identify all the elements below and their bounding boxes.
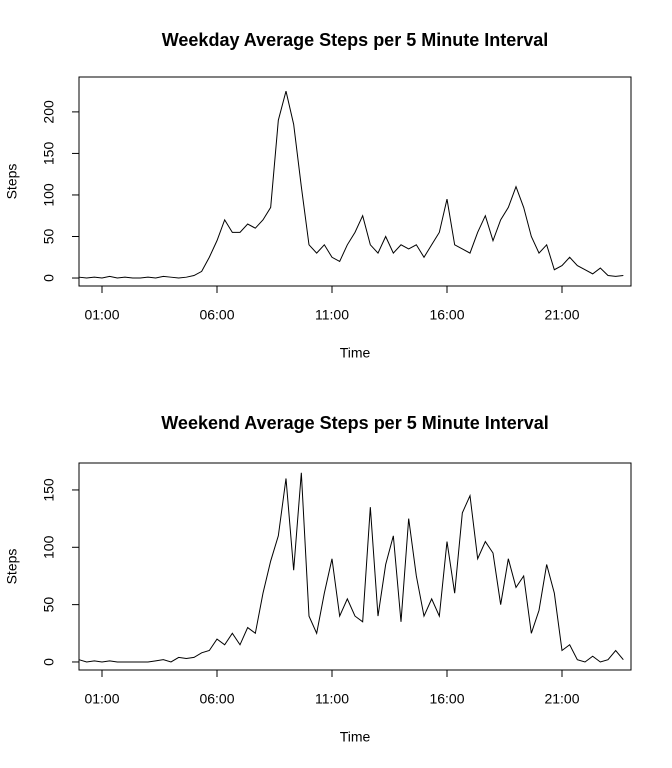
plot-frame	[78, 462, 632, 671]
x-tick-label: 21:00	[544, 691, 579, 707]
y-tick-label: 50	[41, 597, 57, 613]
y-tick-label: 50	[41, 228, 57, 244]
x-tick-label: 01:00	[84, 307, 119, 323]
y-tick-label: 150	[41, 478, 57, 502]
chart-title: Weekend Average Steps per 5 Minute Inter…	[161, 413, 548, 433]
x-tick-label: 21:00	[544, 307, 579, 323]
x-tick-label: 16:00	[429, 691, 464, 707]
x-tick-label: 11:00	[315, 307, 349, 323]
y-axis-label: Steps	[4, 549, 20, 585]
x-tick-label: 16:00	[429, 307, 464, 323]
data-line	[78, 90, 624, 279]
y-tick-label: 100	[41, 535, 57, 559]
x-axis-label: Time	[340, 729, 371, 745]
x-tick-label: 01:00	[84, 691, 119, 707]
x-tick-label: 11:00	[315, 691, 349, 707]
chart-title: Weekday Average Steps per 5 Minute Inter…	[162, 30, 548, 50]
y-tick-label: 100	[41, 183, 57, 207]
y-tick-label: 0	[41, 658, 57, 666]
y-tick-label: 150	[41, 142, 57, 166]
plot-frame	[78, 76, 632, 287]
x-tick-label: 06:00	[199, 307, 234, 323]
y-axis-label: Steps	[4, 164, 20, 200]
x-axis-label: Time	[340, 345, 371, 361]
y-tick-label: 200	[41, 100, 57, 124]
y-tick-label: 0	[41, 274, 57, 282]
x-tick-label: 06:00	[199, 691, 234, 707]
data-line	[78, 472, 624, 663]
